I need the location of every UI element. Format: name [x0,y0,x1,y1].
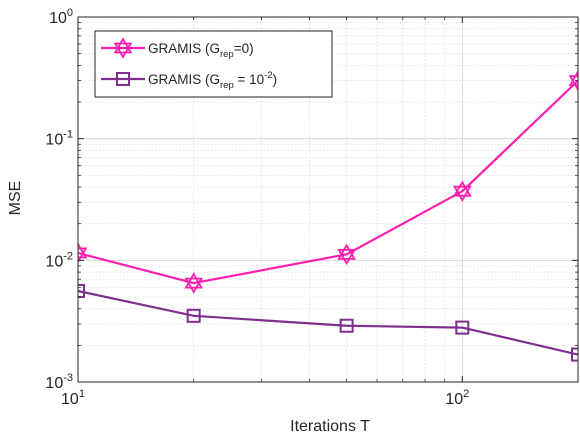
marker-triangle-up [184,272,204,289]
legend: GRAMIS (Grep=0) GRAMIS (Grep = 10-2) [94,30,333,98]
data-point-marker [186,308,201,323]
y-tick-label: 10-3 [45,372,73,392]
legend-label: GRAMIS (Grep = 10-2) [148,70,277,91]
marker-triangle-up [452,180,472,197]
marker-triangle-up [568,69,578,87]
data-point-marker [184,272,204,294]
series-line [78,289,578,356]
legend-box [94,30,333,98]
legend-entry-1: GRAMIS (Grep=0) [101,37,254,60]
data-point-marker [337,243,356,266]
x-axis-label: Iterations T [290,418,370,435]
legend-entry-2: GRAMIS (Grep = 10-2) [101,70,277,91]
series-line [78,79,578,285]
series-2 [78,283,578,362]
series-1 [78,69,578,294]
legend-marker [116,72,130,86]
x-tick-label: 102 [445,388,469,408]
marker-triangle-up [78,242,88,259]
data-point-marker [339,318,354,333]
marker-triangle-down [452,185,472,202]
data-point-marker [568,69,578,92]
data-point-marker [455,320,470,335]
data-point-marker [78,283,85,298]
axis-ticks [77,16,578,383]
marker-triangle-down [78,247,88,264]
data-point-marker [571,347,578,362]
series-layer [78,69,578,362]
y-tick-label: 100 [49,7,73,27]
data-point-marker [452,180,472,202]
legend-label: GRAMIS (Grep=0) [148,41,254,60]
tick-labels: 101 102 10-3 10-2 10-1 100 [45,7,469,408]
marker-triangle-down [337,248,356,266]
marker-triangle-up [337,243,356,260]
y-tick-label: 10-1 [45,129,73,149]
data-point-marker [78,242,88,264]
marker-triangle-down [113,42,133,59]
y-axis-label: MSE [7,181,24,216]
legend-marker [113,37,133,59]
marker-triangle-down [568,75,578,92]
plot-border [77,16,579,383]
x-tick-label: 101 [61,388,85,408]
y-tick-label: 10-2 [45,250,73,270]
marker-triangle-up [113,37,133,54]
marker-triangle-down [184,277,204,294]
